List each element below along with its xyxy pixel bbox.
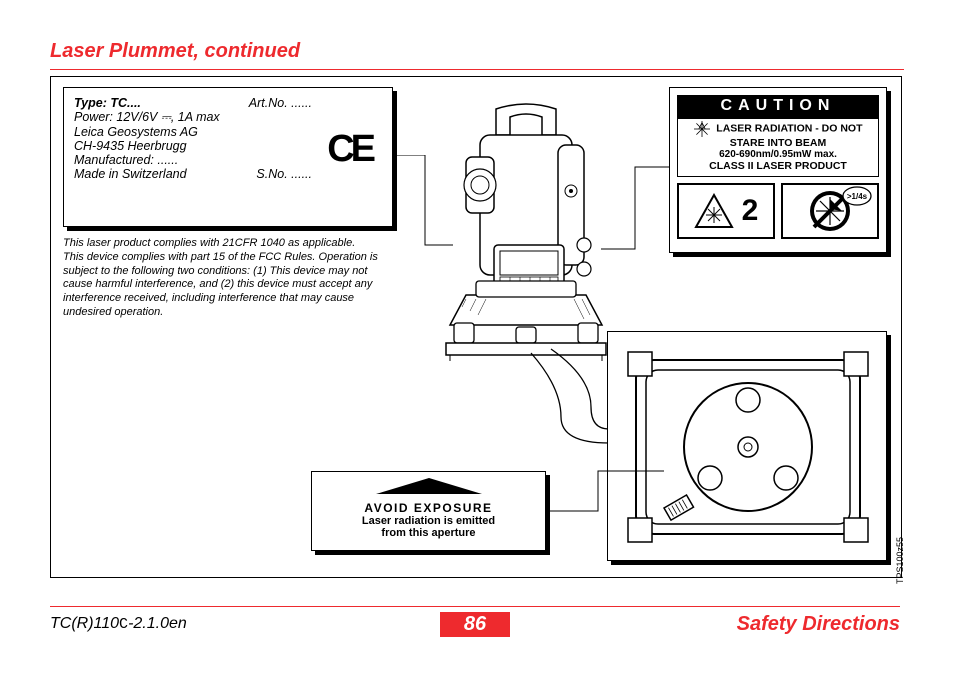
caution-symbol-row: 2 >1/4s [677,183,879,239]
avoid-line2: Laser radiation is emitted [312,515,545,527]
figure-frame: Type: TC.... Art.No. ...... Power: 12V/6… [50,76,902,578]
nameplate-made-in: Made in Switzerland [74,167,187,181]
nameplate-artno: Art.No. ...... [249,96,312,110]
footer-model-suffix: -2.1.0en [128,615,187,632]
caution-title: CAUTION [677,95,879,118]
figure-code: TPS100z55 [895,537,905,584]
caution-text: LASER RADIATION - DO NOT STARE INTO BEAM… [677,118,879,177]
footer-model: TC(R)110C-2.1.0en [50,615,440,633]
duration-icon: >1/4s [842,186,872,206]
page-number: 86 [440,612,510,637]
connector-avoid [548,461,688,551]
compliance-text: This laser product complies with 21CFR 1… [63,237,393,320]
footer-model-main: TC(R)110 [50,615,119,632]
laser-triangle-icon [694,193,734,229]
caution-line1: LASER RADIATION - DO NOT [716,123,862,135]
arrow-up-icon [374,476,484,496]
footer-rule [50,606,900,607]
avoid-line1: AVOID EXPOSURE [312,501,545,515]
laser-class-symbol: 2 [677,183,775,239]
nameplate-label: Type: TC.... Art.No. ...... Power: 12V/6… [63,87,393,227]
nameplate-type: Type: TC.... [74,96,141,110]
footer-model-c: C [119,616,128,633]
caution-line1b: STARE INTO BEAM [682,137,874,149]
page-footer: TC(R)110C-2.1.0en 86 Safety Directions [50,611,900,637]
do-not-stare-symbol: >1/4s [781,183,879,239]
avoid-exposure-label: AVOID EXPOSURE Laser radiation is emitte… [311,471,546,551]
nameplate-sno: S.No. ...... [256,167,312,181]
nameplate-power: Power: 12V/6V ⎓, 1A max [74,110,382,125]
laser-class-number: 2 [742,194,759,228]
section-title: Laser Plummet, continued [50,40,904,63]
footer-section: Safety Directions [510,613,900,636]
caution-line2: 620-690nm/0.95mW max. [682,149,874,160]
ce-mark-icon: C​E [327,128,372,171]
title-rule [50,69,904,70]
caution-label-panel: CAUTION LASER RADIATION - DO NOT STARE I… [669,87,887,253]
svg-text:>1/4s: >1/4s [847,192,868,201]
connector-caution [599,165,669,265]
starburst-icon [694,121,710,137]
avoid-line3: from this aperture [312,527,545,539]
caution-line3: CLASS II LASER PRODUCT [682,160,874,172]
